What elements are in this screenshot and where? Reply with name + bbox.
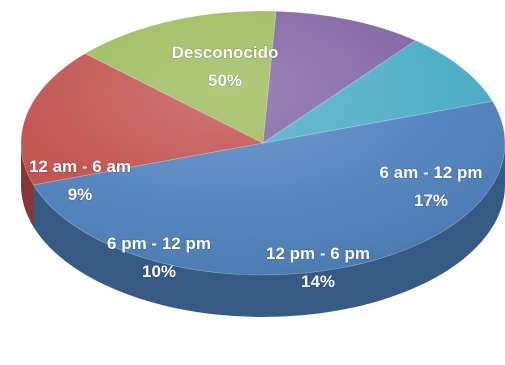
slice-label-12pm-6pm: 12 pm - 6 pm [266, 244, 370, 263]
slice-label-6pm-12pm: 6 pm - 12 pm [107, 234, 211, 253]
slice-value-desconocido: 50% [208, 71, 242, 90]
slice-value-12am-6am: 9% [68, 185, 93, 204]
slice-value-6pm-12pm: 10% [142, 262, 176, 281]
slice-label-6am-12pm: 6 am - 12 pm [380, 163, 483, 182]
slice-label-desconocido: Desconocido [172, 43, 279, 62]
slice-label-12am-6am: 12 am - 6 am [29, 157, 131, 176]
slice-value-12pm-6pm: 14% [301, 272, 335, 291]
slice-value-6am-12pm: 17% [414, 191, 448, 210]
